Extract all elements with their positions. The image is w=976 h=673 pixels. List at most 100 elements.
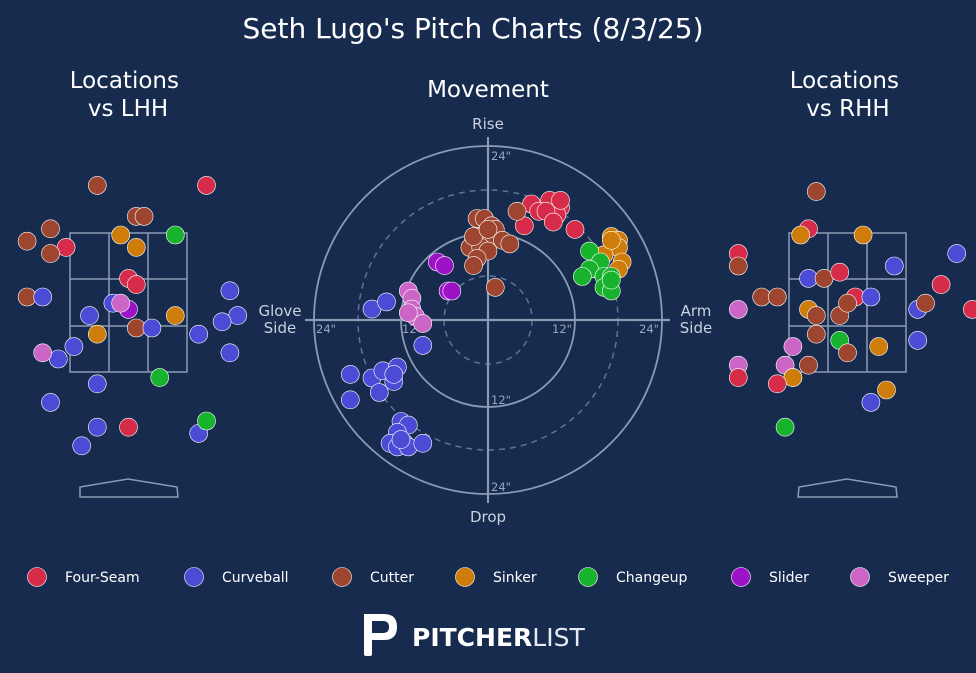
rhh-point-four-seam-12	[931, 275, 951, 294]
movement-point-curveball-64	[369, 383, 389, 402]
rhh-point-sweeper-15	[728, 300, 748, 319]
rhh-point-cutter-17	[806, 306, 826, 325]
movement-point-sweeper-53	[413, 314, 433, 333]
lhh-point-curveball-19	[142, 318, 162, 338]
lhh-point-curveball-28	[72, 436, 91, 456]
legend-swatch-slider	[731, 567, 751, 587]
movement-point-cutter-25	[507, 202, 527, 221]
legend-item-sinker: Sinker	[455, 567, 537, 587]
legend-label-sweeper: Sweeper	[888, 570, 949, 586]
movement-point-four-seam-8	[565, 220, 585, 239]
tick-bottom-24: 24"	[491, 480, 511, 494]
lhh-point-cutter-10	[41, 244, 60, 263]
movement-point-curveball-56	[377, 292, 396, 312]
movement-point-changeup-39	[572, 267, 592, 286]
legend-item-changeup: Changeup	[578, 567, 687, 587]
lhh-point-four-seam-1	[56, 238, 76, 257]
lhh-point-curveball-24	[88, 374, 107, 394]
rhh-point-four-seam-24	[963, 300, 976, 319]
movement-point-curveball-74	[391, 430, 411, 449]
lhh-point-curveball-25	[41, 393, 60, 412]
rhh-point-curveball-6	[947, 244, 967, 263]
lhh-point-curveball-18	[212, 312, 232, 332]
lhh-point-curveball-13	[33, 287, 53, 307]
lhh-point-curveball-20	[189, 324, 208, 344]
legend-swatch-curveball	[184, 567, 204, 587]
lhh-point-four-seam-3	[127, 275, 146, 294]
lhh-point-cutter-7	[134, 207, 154, 226]
lhh-point-curveball-15	[80, 306, 99, 325]
pitch-type-legend: Four-Seam Curveball Cutter Sinker Changeup Sl…	[27, 567, 949, 587]
movement-label-rise: Rise	[472, 115, 504, 133]
legend-label-slider: Slider	[769, 570, 809, 586]
legend-label-four-seam: Four-Seam	[65, 570, 140, 586]
rhh-point-cutter-21	[838, 293, 857, 313]
rhh-point-four-seam-11	[830, 262, 850, 282]
tick-right-12: 12"	[552, 322, 572, 336]
movement-point-curveball-73	[413, 433, 433, 453]
rhh-point-cutter-0	[806, 182, 826, 201]
tick-left-24: 24"	[316, 322, 336, 336]
pitcherlist-logo-mark	[364, 614, 397, 656]
legend-item-four-seam: Four-Seam	[27, 567, 140, 587]
movement-panel: Movement Rise Drop Glove Side Arm Side 24"…	[258, 77, 712, 526]
lhh-point-four-seam-4	[119, 417, 138, 437]
legend-label-changeup: Changeup	[616, 570, 687, 586]
lhh-point-curveball-17	[228, 306, 247, 325]
rhh-point-curveball-20	[861, 287, 881, 307]
legend-swatch-four-seam	[27, 567, 47, 587]
pitcherlist-wordmark: PITCHERLIST	[412, 623, 585, 652]
lhh-locations-panel: Locations vs LHH	[17, 68, 247, 498]
rhh-panel-title: Locations vs RHH	[790, 68, 907, 122]
lhh-point-cutter-11	[17, 287, 37, 307]
rhh-point-cutter-10	[814, 269, 834, 288]
rhh-point-sinker-28	[869, 337, 889, 356]
rhh-strike-zone	[788, 232, 907, 373]
lhh-point-curveball-22	[48, 349, 68, 369]
legend-swatch-sinker	[455, 567, 475, 587]
movement-pitch-points	[340, 191, 632, 457]
movement-point-four-seam-6	[543, 212, 563, 232]
rhh-point-curveball-5	[884, 256, 904, 276]
lhh-point-sinker-32	[88, 324, 107, 344]
legend-item-slider: Slider	[731, 567, 809, 587]
lhh-point-curveball-26	[88, 417, 107, 437]
lhh-pitch-points	[17, 176, 247, 456]
lhh-point-sinker-29	[111, 225, 130, 245]
rhh-point-curveball-39	[861, 393, 881, 412]
rhh-point-sinker-38	[877, 380, 896, 400]
tick-top-24: 24"	[491, 149, 511, 163]
figure-title: Seth Lugo's Pitch Charts (8/3/25)	[242, 12, 703, 45]
rhh-pitch-points	[728, 182, 976, 437]
legend-item-sweeper: Sweeper	[850, 567, 949, 587]
legend-label-cutter: Cutter	[370, 570, 414, 586]
movement-point-sinker-35	[601, 231, 621, 250]
legend-label-curveball: Curveball	[222, 570, 289, 586]
lhh-point-sinker-31	[166, 306, 185, 325]
movement-point-four-seam-9	[551, 191, 570, 210]
tick-right-24: 24"	[639, 322, 659, 336]
movement-point-cutter-18	[500, 234, 520, 254]
lhh-point-sweeper-38	[33, 343, 53, 363]
lhh-point-changeup-34	[150, 368, 169, 387]
rhh-point-sinker-3	[853, 225, 873, 245]
movement-point-changeup-44	[601, 270, 621, 290]
rhh-point-cutter-33	[799, 355, 818, 375]
rhh-point-four-seam-36	[728, 368, 748, 387]
rhh-point-cutter-25	[806, 324, 826, 344]
movement-point-curveball-63	[384, 365, 404, 384]
lhh-panel-title: Locations vs LHH	[70, 68, 187, 122]
lhh-point-sweeper-37	[111, 293, 130, 313]
rhh-point-changeup-40	[775, 417, 795, 437]
movement-point-cutter-23	[464, 256, 483, 275]
tick-bottom-12: 12"	[491, 393, 511, 407]
lhh-home-plate	[79, 478, 179, 498]
movement-point-curveball-57	[413, 336, 433, 355]
rhh-point-cutter-14	[767, 287, 787, 307]
lhh-point-changeup-33	[166, 225, 185, 245]
rhh-point-four-seam-37	[767, 374, 787, 394]
rhh-point-cutter-8	[728, 256, 748, 276]
rhh-locations-panel: Locations vs RHH	[728, 68, 976, 498]
lhh-point-cutter-8	[41, 219, 60, 239]
